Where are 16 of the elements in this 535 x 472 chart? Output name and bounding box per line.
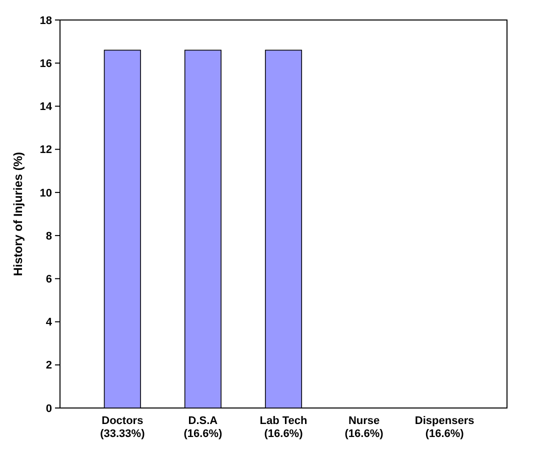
x-tick-label: Nurse (16.6%) (344, 415, 384, 440)
y-tick-label: 0 (46, 402, 52, 415)
x-tick-label: Lab Tech (16.6%) (260, 415, 308, 440)
x-tick-label: Dispensers (16.6%) (414, 415, 474, 440)
y-tick-label: 8 (46, 230, 52, 242)
y-tick-label: 12 (40, 144, 52, 156)
y-tick-label: 4 (46, 316, 53, 329)
y-tick-label: 18 (40, 14, 52, 27)
x-tick-label: Doctors (33.33%) (100, 415, 146, 440)
y-tick-label: 6 (46, 274, 52, 286)
y-tick-label: 16 (40, 58, 52, 70)
y-tick-label: 2 (46, 360, 52, 372)
y-tick-label: 10 (40, 187, 52, 200)
x-tick-label: D.S.A (16.6%) (184, 415, 223, 440)
y-axis-title: History of Injuries (%) (11, 152, 25, 276)
y-tick-label: 14 (40, 101, 53, 114)
